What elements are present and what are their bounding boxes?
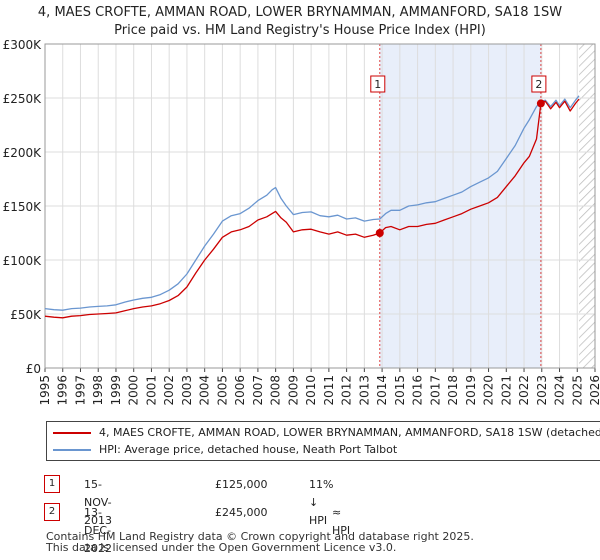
- x-tick-label: 2004: [198, 375, 212, 406]
- legend-swatch-property: [53, 432, 91, 434]
- x-tick-label: 2008: [269, 375, 283, 406]
- x-tick-label: 2025: [570, 375, 584, 406]
- x-tick-label: 2001: [144, 375, 158, 406]
- footer: Contains HM Land Registry data © Crown c…: [46, 531, 474, 553]
- x-tick-label: 2003: [180, 375, 194, 406]
- x-tick-label: 2010: [304, 375, 318, 406]
- x-tick-label: 2018: [446, 375, 460, 406]
- annotation-hpi-1: 11% ↓ HPI: [309, 478, 334, 527]
- footer-line-2: This data is licensed under the Open Gov…: [46, 541, 397, 554]
- x-tick-label: 1999: [109, 375, 123, 406]
- footer-line-1: Contains HM Land Registry data © Crown c…: [46, 530, 474, 543]
- legend-swatch-hpi: [53, 449, 91, 451]
- sale-label-box-2: [531, 75, 547, 93]
- y-tick-label: £200K: [3, 146, 43, 160]
- annotation-hpi-2: ≈ HPI: [332, 506, 351, 537]
- title-line-2: Price paid vs. HM Land Registry's House …: [114, 23, 486, 38]
- annotation-price-2: £245,000: [215, 506, 268, 519]
- y-tick-label: £100K: [3, 254, 43, 268]
- annotation-badge-2: 2: [44, 503, 60, 521]
- x-tick-label: 2020: [482, 375, 496, 406]
- annotation-date-2: 13-DEC-2022: [84, 506, 112, 555]
- legend-label-property: 4, MAES CROFTE, AMMAN ROAD, LOWER BRYNAM…: [99, 426, 600, 439]
- sale-label-box-1: [370, 75, 386, 93]
- legend-label-hpi: HPI: Average price, detached house, Neat…: [99, 443, 398, 456]
- x-tick-label: 2002: [162, 375, 176, 406]
- x-tick-label: 2024: [553, 375, 567, 406]
- x-tick-label: 2022: [517, 375, 531, 406]
- x-tick-label: 2017: [428, 375, 442, 406]
- legend-item-hpi: HPI: Average price, detached house, Neat…: [53, 442, 397, 458]
- title-line-1: 4, MAES CROFTE, AMMAN ROAD, LOWER BRYNAM…: [37, 5, 563, 20]
- y-tick-label: £0: [26, 362, 41, 376]
- x-tick-label: 2021: [499, 375, 513, 406]
- sale-point-2: [536, 99, 545, 108]
- x-tick-label: 1995: [38, 375, 52, 406]
- x-tick-label: 1997: [73, 375, 87, 406]
- chart-title: 4, MAES CROFTE, AMMAN ROAD, LOWER BRYNAM…: [0, 4, 600, 40]
- sale-point-1: [375, 229, 384, 237]
- x-tick-label: 1998: [91, 375, 105, 406]
- x-tick-label: 2019: [464, 375, 478, 406]
- x-tick-label: 2016: [411, 375, 425, 406]
- annotation-badge-1: 1: [44, 475, 60, 493]
- series-line-hpi: [44, 95, 580, 311]
- annotation-price-1: £125,000: [215, 478, 268, 491]
- y-tick-label: £50K: [10, 308, 42, 322]
- series-layer: [44, 95, 580, 319]
- legend-item-property: 4, MAES CROFTE, AMMAN ROAD, LOWER BRYNAM…: [53, 425, 600, 441]
- x-tick-label: 2023: [535, 375, 549, 406]
- legend: 4, MAES CROFTE, AMMAN ROAD, LOWER BRYNAM…: [46, 421, 600, 461]
- y-tick-label: £150K: [3, 200, 43, 214]
- x-tick-label: 2015: [393, 375, 407, 406]
- x-tick-label: 2000: [127, 375, 141, 406]
- x-tick-label: 2013: [357, 375, 371, 406]
- x-tick-label: 2012: [340, 375, 354, 406]
- y-tick-label: £250K: [3, 92, 43, 106]
- plot-frame: [44, 43, 596, 369]
- y-tick-label: £300K: [3, 38, 43, 52]
- sale-label-1: 1: [374, 78, 381, 91]
- x-tick-label: 2026: [588, 375, 600, 406]
- annotation-date-1: 15-NOV-2013: [84, 478, 112, 527]
- x-tick-label: 2011: [322, 375, 336, 406]
- x-tick-label: 2014: [375, 375, 389, 406]
- sale-label-2: 2: [535, 78, 542, 91]
- x-tick-label: 2009: [286, 375, 300, 406]
- x-tick-label: 2006: [233, 375, 247, 406]
- x-tick-label: 1996: [56, 375, 70, 406]
- x-tick-label: 2005: [215, 375, 229, 406]
- series-line-property: [44, 98, 580, 319]
- x-tick-label: 2007: [251, 375, 265, 406]
